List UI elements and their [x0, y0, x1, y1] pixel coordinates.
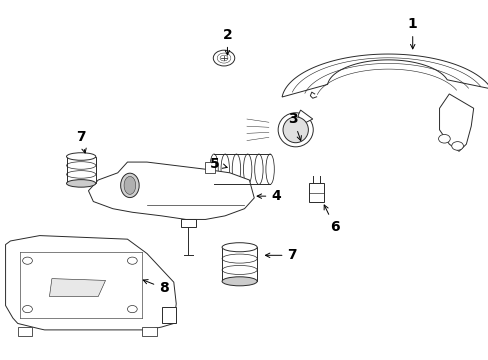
Polygon shape: [439, 94, 473, 151]
Text: 4: 4: [257, 189, 281, 203]
Ellipse shape: [66, 153, 96, 160]
Ellipse shape: [222, 243, 257, 252]
Ellipse shape: [254, 154, 263, 184]
Text: 3: 3: [288, 112, 301, 140]
Bar: [309, 183, 324, 202]
Ellipse shape: [232, 154, 240, 184]
Polygon shape: [18, 327, 32, 336]
Circle shape: [22, 257, 32, 264]
Polygon shape: [49, 279, 105, 297]
Text: 5: 5: [210, 157, 227, 171]
Ellipse shape: [265, 154, 274, 184]
Polygon shape: [142, 327, 157, 336]
Ellipse shape: [221, 154, 229, 184]
Text: 8: 8: [143, 280, 168, 295]
Circle shape: [451, 141, 463, 150]
Circle shape: [22, 306, 32, 313]
Polygon shape: [88, 162, 254, 220]
Text: 6: 6: [324, 205, 339, 234]
Circle shape: [127, 257, 137, 264]
Ellipse shape: [121, 173, 139, 198]
Ellipse shape: [209, 154, 218, 184]
Text: 7: 7: [265, 248, 297, 262]
Polygon shape: [205, 162, 215, 173]
Ellipse shape: [222, 277, 257, 286]
Ellipse shape: [243, 154, 251, 184]
Circle shape: [438, 134, 449, 143]
Text: 2: 2: [222, 28, 232, 55]
Text: 1: 1: [407, 17, 417, 49]
Polygon shape: [5, 235, 176, 330]
Polygon shape: [161, 307, 176, 323]
Circle shape: [127, 306, 137, 313]
Circle shape: [213, 50, 234, 66]
Ellipse shape: [283, 117, 308, 143]
Ellipse shape: [278, 113, 313, 147]
Polygon shape: [298, 110, 312, 123]
Bar: [222, 247, 257, 281]
Ellipse shape: [124, 176, 136, 194]
Polygon shape: [181, 220, 195, 226]
Polygon shape: [282, 54, 488, 97]
Bar: [66, 157, 96, 183]
Text: 7: 7: [76, 130, 86, 153]
Ellipse shape: [66, 180, 96, 187]
